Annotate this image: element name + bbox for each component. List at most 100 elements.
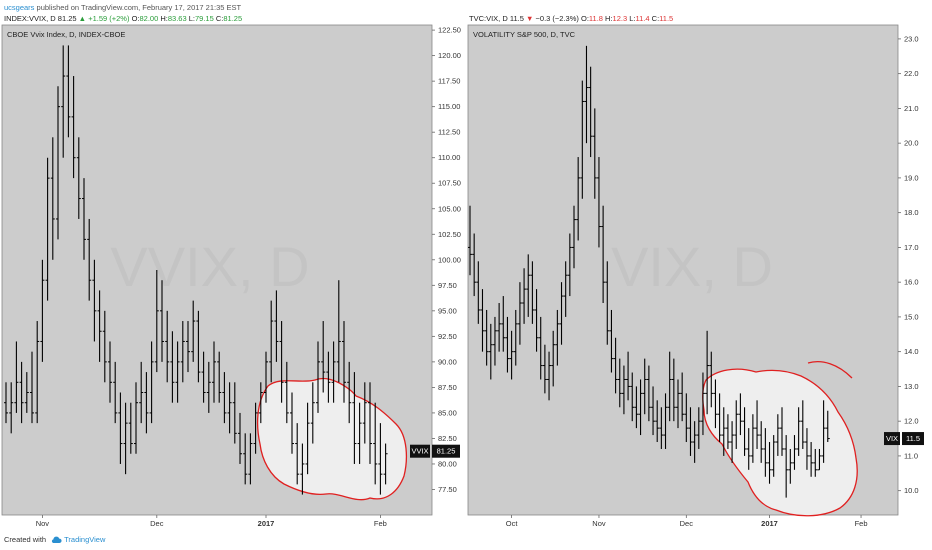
right-ohlc-bar xyxy=(817,448,822,471)
left-chart-title: CBOE Vvix Index, D, INDEX-CBOE xyxy=(7,30,125,39)
right-chart-title: VOLATILITY S&P 500, D, TVC xyxy=(473,30,576,39)
right-x-tick-label: 2017 xyxy=(761,519,778,528)
right-low: 11.4 xyxy=(635,14,650,23)
left-ohlc-bar xyxy=(149,341,154,424)
right-ohlc-bar xyxy=(492,316,497,366)
right-ohlc-bar xyxy=(651,386,656,436)
left-ohlc-bar xyxy=(9,382,14,434)
left-high-label: H: xyxy=(160,14,168,23)
right-ohlc-bar xyxy=(659,407,664,449)
right-ohlc-bar xyxy=(559,282,564,345)
right-ohlc-bar xyxy=(763,428,768,477)
left-ohlc-bar xyxy=(92,259,97,342)
left-y-axis: 77.50 80.00 82.50 85.00 87.50 90.00 92.50 95.00… xyxy=(432,26,461,494)
right-ohlc-bar xyxy=(667,351,672,422)
left-ohlc-bar xyxy=(227,382,232,434)
right-ohlc-bar xyxy=(634,386,639,429)
right-ohlc-bar xyxy=(588,66,593,158)
right-ohlc-bar xyxy=(488,323,493,380)
right-ohlc-bar xyxy=(576,157,581,241)
left-ohlc-bar xyxy=(274,290,279,362)
left-ohlc-bar xyxy=(56,86,60,240)
left-y-tick-label: 110.00 xyxy=(438,153,460,162)
left-chart-panel[interactable]: VVIX, D CBOE Vvix Index, D, INDEX-CBOE 7… xyxy=(0,24,466,531)
left-ohlc-bar xyxy=(336,280,341,383)
right-y-tick-label: 18.0 xyxy=(904,208,919,217)
right-ohlc-bar xyxy=(605,261,610,345)
right-ohlc-bar xyxy=(692,421,697,463)
right-x-axis: OctNovDec2017FebMar xyxy=(506,515,868,528)
footer: Created with TradingView xyxy=(4,535,105,544)
right-x-tick-label: Nov xyxy=(592,519,606,528)
left-y-tick-label: 82.50 xyxy=(438,434,457,443)
right-ohlc-bar xyxy=(696,407,701,449)
right-highlight-blob xyxy=(702,368,858,517)
left-close-label: C: xyxy=(215,14,224,23)
right-ohlc-bar xyxy=(709,351,714,408)
right-y-tick-label: 17.0 xyxy=(904,243,919,252)
right-y-tick-label: 20.0 xyxy=(904,139,919,148)
left-y-tick-label: 100.00 xyxy=(438,255,461,264)
left-close: 81.25 xyxy=(223,14,243,23)
right-ohlc-bar xyxy=(688,407,693,456)
left-ohlc-bar xyxy=(321,321,326,393)
left-ohlc-bar xyxy=(186,321,190,373)
left-ohlc-bar xyxy=(170,331,175,403)
right-ohlc-bar xyxy=(584,45,589,144)
left-x-tick-label: Dec xyxy=(150,519,164,528)
right-ohlc-bar xyxy=(750,414,755,463)
left-ohlc-bar xyxy=(238,412,242,464)
tradingview-brand[interactable]: TradingView xyxy=(50,535,105,544)
left-open: 82.00 xyxy=(139,14,159,23)
left-bars-group xyxy=(4,45,388,495)
right-close: 11.5 xyxy=(659,14,674,23)
left-chart-svg[interactable]: VVIX, D CBOE Vvix Index, D, INDEX-CBOE 7… xyxy=(0,24,466,531)
right-ohlc-bar xyxy=(534,289,539,352)
left-ohlc-bar xyxy=(305,402,310,475)
right-ohlc-bar xyxy=(788,448,793,484)
right-ohlc-bar xyxy=(580,80,585,199)
left-ohlc-bar xyxy=(87,218,92,301)
right-ohlc-bar xyxy=(517,282,522,345)
publisher-username[interactable]: ucsgears xyxy=(4,3,35,12)
left-ohlc-bar xyxy=(160,280,164,362)
left-ohlc-bar xyxy=(71,76,76,179)
right-y-tick-label: 22.0 xyxy=(904,69,919,78)
left-symbol: INDEX:VVIX, D xyxy=(4,14,56,23)
right-bars-group xyxy=(468,45,830,498)
left-ohlc-bar xyxy=(310,382,315,444)
right-chart-panel[interactable]: VIX, D VOLATILITY S&P 500, D, TVC 10.0 11… xyxy=(466,24,932,531)
left-ohlc-bar xyxy=(139,361,144,424)
right-ohlc-bar xyxy=(613,337,618,394)
right-ohlc-bar xyxy=(626,351,631,401)
left-ohlc-bar xyxy=(264,351,268,403)
right-ohlc-bar xyxy=(734,400,739,449)
right-change-arrow-icon: ▼ xyxy=(526,14,534,23)
right-ohlc-bar xyxy=(771,435,776,477)
right-open: 11.8 xyxy=(588,14,603,23)
right-y-tick-label: 19.0 xyxy=(904,173,919,182)
right-ohlc-bar xyxy=(621,365,626,415)
right-low-label: L: xyxy=(629,14,636,23)
left-ohlc-bar xyxy=(217,351,222,403)
left-ohlc-bar xyxy=(61,45,66,158)
right-ohlc-bar xyxy=(501,296,506,352)
right-ohlc-bar xyxy=(725,414,730,449)
left-ohlc-bar xyxy=(134,382,138,454)
left-x-axis: NovDec2017FebMar xyxy=(36,515,387,528)
right-high-label: H: xyxy=(605,14,613,23)
right-ohlc-bar xyxy=(642,358,647,415)
left-change-arrow-icon: ▲ xyxy=(78,14,87,23)
right-open-label: O: xyxy=(580,14,589,23)
right-ohlc-bar xyxy=(547,351,552,401)
right-y-tick-label: 23.0 xyxy=(904,34,919,43)
created-with-text: Created with xyxy=(4,535,47,544)
publisher-line: ucsgears published on TradingView.com, F… xyxy=(4,3,241,12)
left-ohlc-bar xyxy=(102,310,107,383)
right-ohlc-bar xyxy=(609,309,614,373)
left-watermark: VVIX, D xyxy=(110,235,309,298)
right-chart-svg[interactable]: VIX, D VOLATILITY S&P 500, D, TVC 10.0 11… xyxy=(466,24,932,531)
right-ohlc-bar xyxy=(671,358,676,422)
left-ohlc-bar xyxy=(40,259,45,362)
left-ohlc-bar xyxy=(295,423,300,485)
